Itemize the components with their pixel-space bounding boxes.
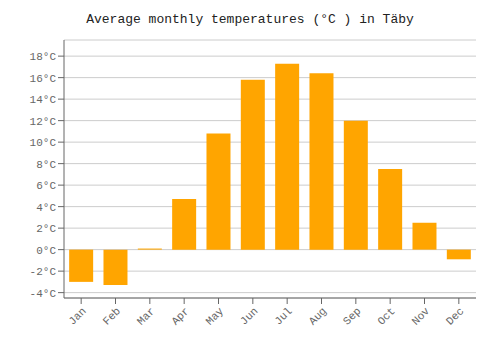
svg-text:Mar: Mar bbox=[135, 305, 157, 327]
svg-text:Sep: Sep bbox=[341, 305, 363, 327]
svg-text:Nov: Nov bbox=[410, 305, 433, 328]
svg-text:Feb: Feb bbox=[101, 305, 123, 327]
svg-text:12°C: 12°C bbox=[30, 116, 57, 128]
svg-text:Jan: Jan bbox=[66, 305, 88, 327]
svg-text:14°C: 14°C bbox=[30, 94, 57, 106]
html-text:Average monthly temperatures (: Average monthly temperatures (°C ) in Tä… bbox=[86, 12, 414, 27]
svg-text:18°C: 18°C bbox=[30, 51, 57, 63]
svg-text:May: May bbox=[204, 305, 227, 328]
svg-text:16°C: 16°C bbox=[30, 73, 57, 85]
svg-text:4°C: 4°C bbox=[36, 202, 56, 214]
svg-text:Jul: Jul bbox=[272, 305, 294, 327]
svg-text:Dec: Dec bbox=[444, 305, 466, 327]
svg-text:Jun: Jun bbox=[238, 305, 260, 327]
svg-text:8°C: 8°C bbox=[36, 159, 56, 171]
svg-text:6°C: 6°C bbox=[36, 180, 56, 192]
svg-text:0°C: 0°C bbox=[36, 245, 56, 257]
svg-text:Apr: Apr bbox=[169, 305, 191, 327]
svg-text:Oct: Oct bbox=[375, 305, 397, 327]
svg-text:2°C: 2°C bbox=[36, 223, 56, 235]
svg-text:Aug: Aug bbox=[307, 305, 329, 327]
svg-text:10°C: 10°C bbox=[30, 137, 57, 149]
svg-text:-2°C: -2°C bbox=[30, 266, 57, 278]
svg-text:-4°C: -4°C bbox=[30, 288, 57, 300]
